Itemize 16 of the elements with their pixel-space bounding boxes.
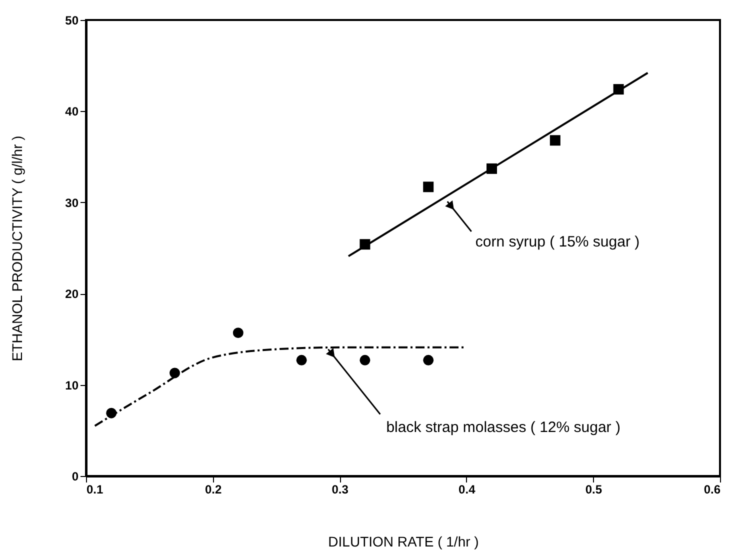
annotation: corn syrup ( 15% sugar ) <box>475 233 640 250</box>
y-tick-label: 50 <box>65 14 79 28</box>
x-tick-label: 0.4 <box>458 482 476 496</box>
y-tick-label: 10 <box>65 378 79 392</box>
y-tick-label: 20 <box>65 287 79 302</box>
x-tick-label: 0.3 <box>332 482 349 496</box>
x-tick-label: 0.1 <box>86 482 104 496</box>
y-tick-label: 0 <box>72 470 79 484</box>
x-axis-title: DILUTION RATE ( 1/hr ) <box>328 534 479 550</box>
y-tick-label: 40 <box>65 104 79 119</box>
x-tick-label: 0.5 <box>585 482 602 496</box>
y-tick-label: 30 <box>65 196 79 210</box>
x-tick-label: 0.2 <box>204 482 222 496</box>
y-axis-title: ETHANOL PRODUCTIVITY ( g/l/hr ) <box>9 136 26 362</box>
x-tick-label: 0.6 <box>704 482 721 496</box>
annotation: black strap molasses ( 12% sugar ) <box>386 419 620 436</box>
